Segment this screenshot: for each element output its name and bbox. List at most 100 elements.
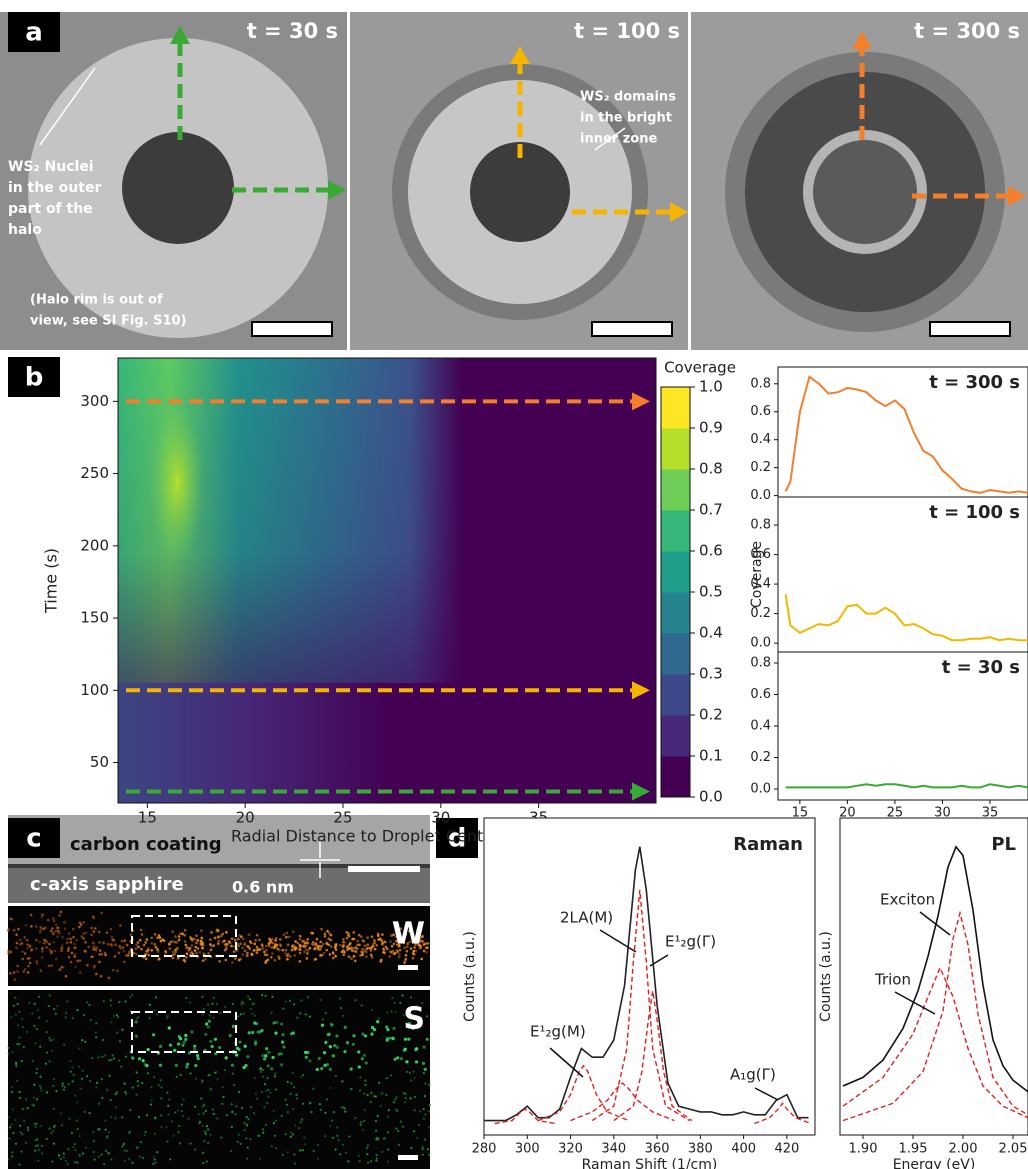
eds-dot bbox=[231, 1126, 233, 1128]
eds-dot bbox=[80, 1088, 82, 1090]
eds-dot bbox=[165, 1126, 167, 1128]
eds-dot bbox=[168, 1026, 171, 1029]
eds-dot bbox=[11, 1155, 13, 1157]
eds-dot bbox=[19, 1125, 21, 1127]
eds-dot bbox=[214, 1072, 216, 1074]
eds-dot bbox=[414, 1096, 416, 1098]
colorbar-tick-label: 0.5 bbox=[699, 583, 723, 601]
x-tick-label: 400 bbox=[731, 1142, 756, 1157]
eds-dot bbox=[428, 1154, 430, 1156]
x-tick-label: 420 bbox=[774, 1142, 799, 1157]
eds-dot bbox=[51, 927, 54, 930]
eds-dot bbox=[158, 1084, 160, 1086]
y-tick-label: 0.0 bbox=[750, 488, 771, 503]
eds-dot bbox=[55, 930, 58, 933]
eds-dot bbox=[178, 1125, 180, 1127]
eds-dot bbox=[424, 1082, 426, 1084]
eds-dot bbox=[415, 1047, 418, 1050]
eds-dot bbox=[82, 1152, 84, 1154]
eds-dot bbox=[424, 1114, 426, 1116]
eds-dot bbox=[154, 1133, 156, 1135]
eds-dot bbox=[25, 1142, 27, 1144]
eds-dot bbox=[246, 945, 249, 948]
element-label: S bbox=[403, 1002, 425, 1037]
eds-dot bbox=[174, 935, 177, 938]
eds-dot bbox=[357, 940, 360, 943]
eds-dot bbox=[372, 942, 375, 945]
eds-dot bbox=[352, 947, 355, 950]
eds-dot bbox=[198, 951, 201, 954]
eds-dot bbox=[155, 1116, 157, 1118]
eds-dot bbox=[298, 1127, 300, 1129]
eds-dot bbox=[267, 1051, 270, 1054]
eds-dot bbox=[321, 1024, 324, 1027]
eds-dot bbox=[121, 1028, 123, 1030]
eds-dot bbox=[237, 1048, 240, 1051]
eds-dot bbox=[324, 1112, 326, 1114]
eds-dot bbox=[298, 960, 301, 963]
eds-dot bbox=[153, 1076, 155, 1078]
eds-dot bbox=[377, 932, 380, 935]
eds-dot bbox=[124, 1150, 126, 1152]
eds-dot bbox=[274, 1031, 277, 1034]
eds-dot bbox=[184, 1034, 187, 1037]
eds-dot bbox=[282, 1045, 285, 1048]
eds-dot bbox=[123, 950, 126, 953]
eds-dot bbox=[387, 1160, 389, 1162]
eds-dot bbox=[58, 914, 61, 917]
eds-dot bbox=[193, 1048, 196, 1051]
eds-dot bbox=[197, 1057, 200, 1060]
eds-dot bbox=[189, 1072, 191, 1074]
eds-dot bbox=[250, 1138, 252, 1140]
eds-dot bbox=[103, 1000, 105, 1002]
eds-dot bbox=[221, 1103, 223, 1105]
eds-dot bbox=[91, 955, 94, 958]
eds-dot bbox=[86, 964, 89, 967]
eds-dot bbox=[342, 938, 345, 941]
eds-dot bbox=[248, 933, 251, 936]
eds-dot bbox=[413, 1077, 415, 1079]
eds-dot bbox=[140, 948, 143, 951]
eds-dot bbox=[154, 1009, 156, 1011]
eds-dot bbox=[138, 1057, 141, 1060]
note-line: halo bbox=[8, 222, 42, 238]
eds-dot bbox=[261, 945, 264, 948]
eds-dot bbox=[49, 994, 51, 996]
eds-dot bbox=[38, 1149, 40, 1151]
eds-dot bbox=[131, 1162, 133, 1164]
eds-dot bbox=[175, 1064, 178, 1067]
eds-dot bbox=[358, 934, 361, 937]
eds-dot bbox=[212, 1113, 214, 1115]
eds-dot bbox=[405, 954, 408, 957]
eds-dot bbox=[400, 1121, 402, 1123]
eds-dot bbox=[48, 943, 51, 946]
eds-dot bbox=[350, 1067, 353, 1070]
eds-dot bbox=[14, 997, 16, 999]
eds-dot bbox=[35, 1072, 37, 1074]
eds-dot bbox=[375, 944, 378, 947]
eds-dot bbox=[19, 943, 22, 946]
eds-dot bbox=[308, 1059, 311, 1062]
eds-dot bbox=[365, 1061, 368, 1064]
scale-bar bbox=[398, 1155, 418, 1160]
eds-dot bbox=[142, 1157, 144, 1159]
eds-dot bbox=[41, 1152, 43, 1154]
eds-dot bbox=[60, 966, 63, 969]
eds-dot bbox=[39, 969, 42, 972]
eds-dot bbox=[370, 947, 373, 950]
eds-dot bbox=[254, 939, 257, 942]
eds-dot bbox=[410, 1097, 412, 1099]
eds-dot bbox=[203, 1103, 205, 1105]
eds-dot bbox=[404, 958, 407, 961]
eds-dot bbox=[39, 1046, 41, 1048]
eds-dot bbox=[274, 1075, 276, 1077]
eds-dot bbox=[392, 1027, 395, 1030]
y-axis-label: Counts (a.u.) bbox=[462, 931, 478, 1022]
eds-dot bbox=[268, 938, 271, 941]
eds-dot bbox=[286, 958, 289, 961]
eds-dot bbox=[235, 1053, 238, 1056]
eds-dot bbox=[113, 1057, 115, 1059]
eds-dot bbox=[177, 939, 180, 942]
eds-dot bbox=[304, 1143, 306, 1145]
eds-dot bbox=[36, 1068, 38, 1070]
